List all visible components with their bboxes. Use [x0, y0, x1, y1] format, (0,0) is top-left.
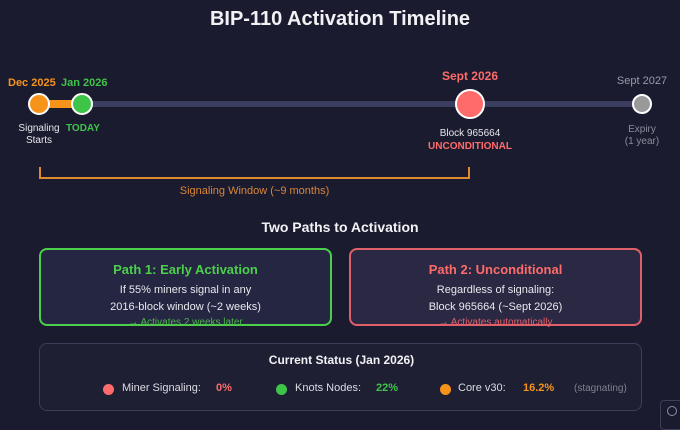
path-2-result: → Activates automatically: [438, 317, 553, 328]
milestone-jan-2026-date: Jan 2026: [61, 77, 108, 89]
knots-nodes-value: 22%: [376, 382, 399, 394]
milestone-sept-2027-caption: Expiry (1 year): [612, 124, 672, 148]
status-title: Current Status (Jan 2026): [268, 353, 415, 367]
path-1-title: Path 1: Early Activation: [113, 262, 258, 277]
zoom-in-icon[interactable]: [667, 406, 677, 416]
timeline-track: [38, 101, 642, 107]
current-status-panel: Current Status (Jan 2026) Miner Signalin…: [39, 343, 642, 411]
today-label: TODAY: [66, 123, 100, 134]
milestone-jan-2026-dot: [71, 93, 93, 115]
path-1-line: 2016-block window (~2 weeks): [110, 301, 261, 313]
core-v30-value: 16.2%: [523, 382, 555, 394]
milestone-sept-2027-dot: [632, 94, 652, 114]
miner-signaling-value: 0%: [216, 382, 232, 394]
miner-signaling-label: Miner Signaling:: [122, 382, 201, 394]
path-1-result: → Activates 2 weeks later: [128, 317, 243, 328]
paths-heading: Two Paths to Activation: [261, 219, 419, 235]
knots-nodes-label: Knots Nodes:: [295, 382, 362, 394]
caption-line: (1 year): [624, 136, 660, 147]
miner-signaling-dot-icon: [103, 384, 114, 395]
timeline-progress: [39, 100, 82, 108]
path-2-description: Regardless of signaling: Block 965664 (~…: [351, 282, 640, 316]
milestone-sept-2026-caption: Block 965664 UNCONDITIONAL: [420, 127, 520, 153]
signaling-window-bracket: [39, 167, 470, 179]
signaling-window-label: Signaling Window (~9 months): [179, 185, 330, 197]
caption-line: Expiry: [628, 124, 656, 135]
path-1-card: Path 1: Early Activation If 55% miners s…: [39, 248, 332, 328]
caption-line: Starts: [25, 135, 53, 146]
milestone-sept-2027-date: Sept 2027: [616, 75, 668, 87]
milestone-sept-2026-date: Sept 2026: [441, 69, 499, 83]
path-2-line: Block 965664 (~Sept 2026): [428, 301, 563, 313]
milestone-dec-2025-date: Dec 2025: [8, 77, 56, 89]
path-2-card: Path 2: Unconditional Regardless of sign…: [349, 248, 642, 328]
path-1-description: If 55% miners signal in any 2016-block w…: [41, 282, 330, 316]
path-2-title: Path 2: Unconditional: [428, 262, 563, 277]
page-title: BIP-110 Activation Timeline: [209, 8, 471, 30]
caption-line: Signaling: [18, 123, 60, 134]
core-v30-dot-icon: [440, 384, 451, 395]
milestone-sept-2026-dot: [455, 89, 485, 119]
core-v30-label: Core v30:: [458, 382, 506, 394]
knots-nodes-dot-icon: [276, 384, 287, 395]
unconditional-label: UNCONDITIONAL: [428, 141, 512, 152]
block-number: Block 965664: [439, 128, 501, 139]
path-2-line: Regardless of signaling:: [436, 284, 555, 296]
stagnating-note: (stagnating): [574, 383, 627, 394]
milestone-dec-2025-dot: [28, 93, 50, 115]
milestone-dec-2025-caption: Signaling Starts: [14, 123, 64, 147]
path-1-line: If 55% miners signal in any: [119, 284, 252, 296]
